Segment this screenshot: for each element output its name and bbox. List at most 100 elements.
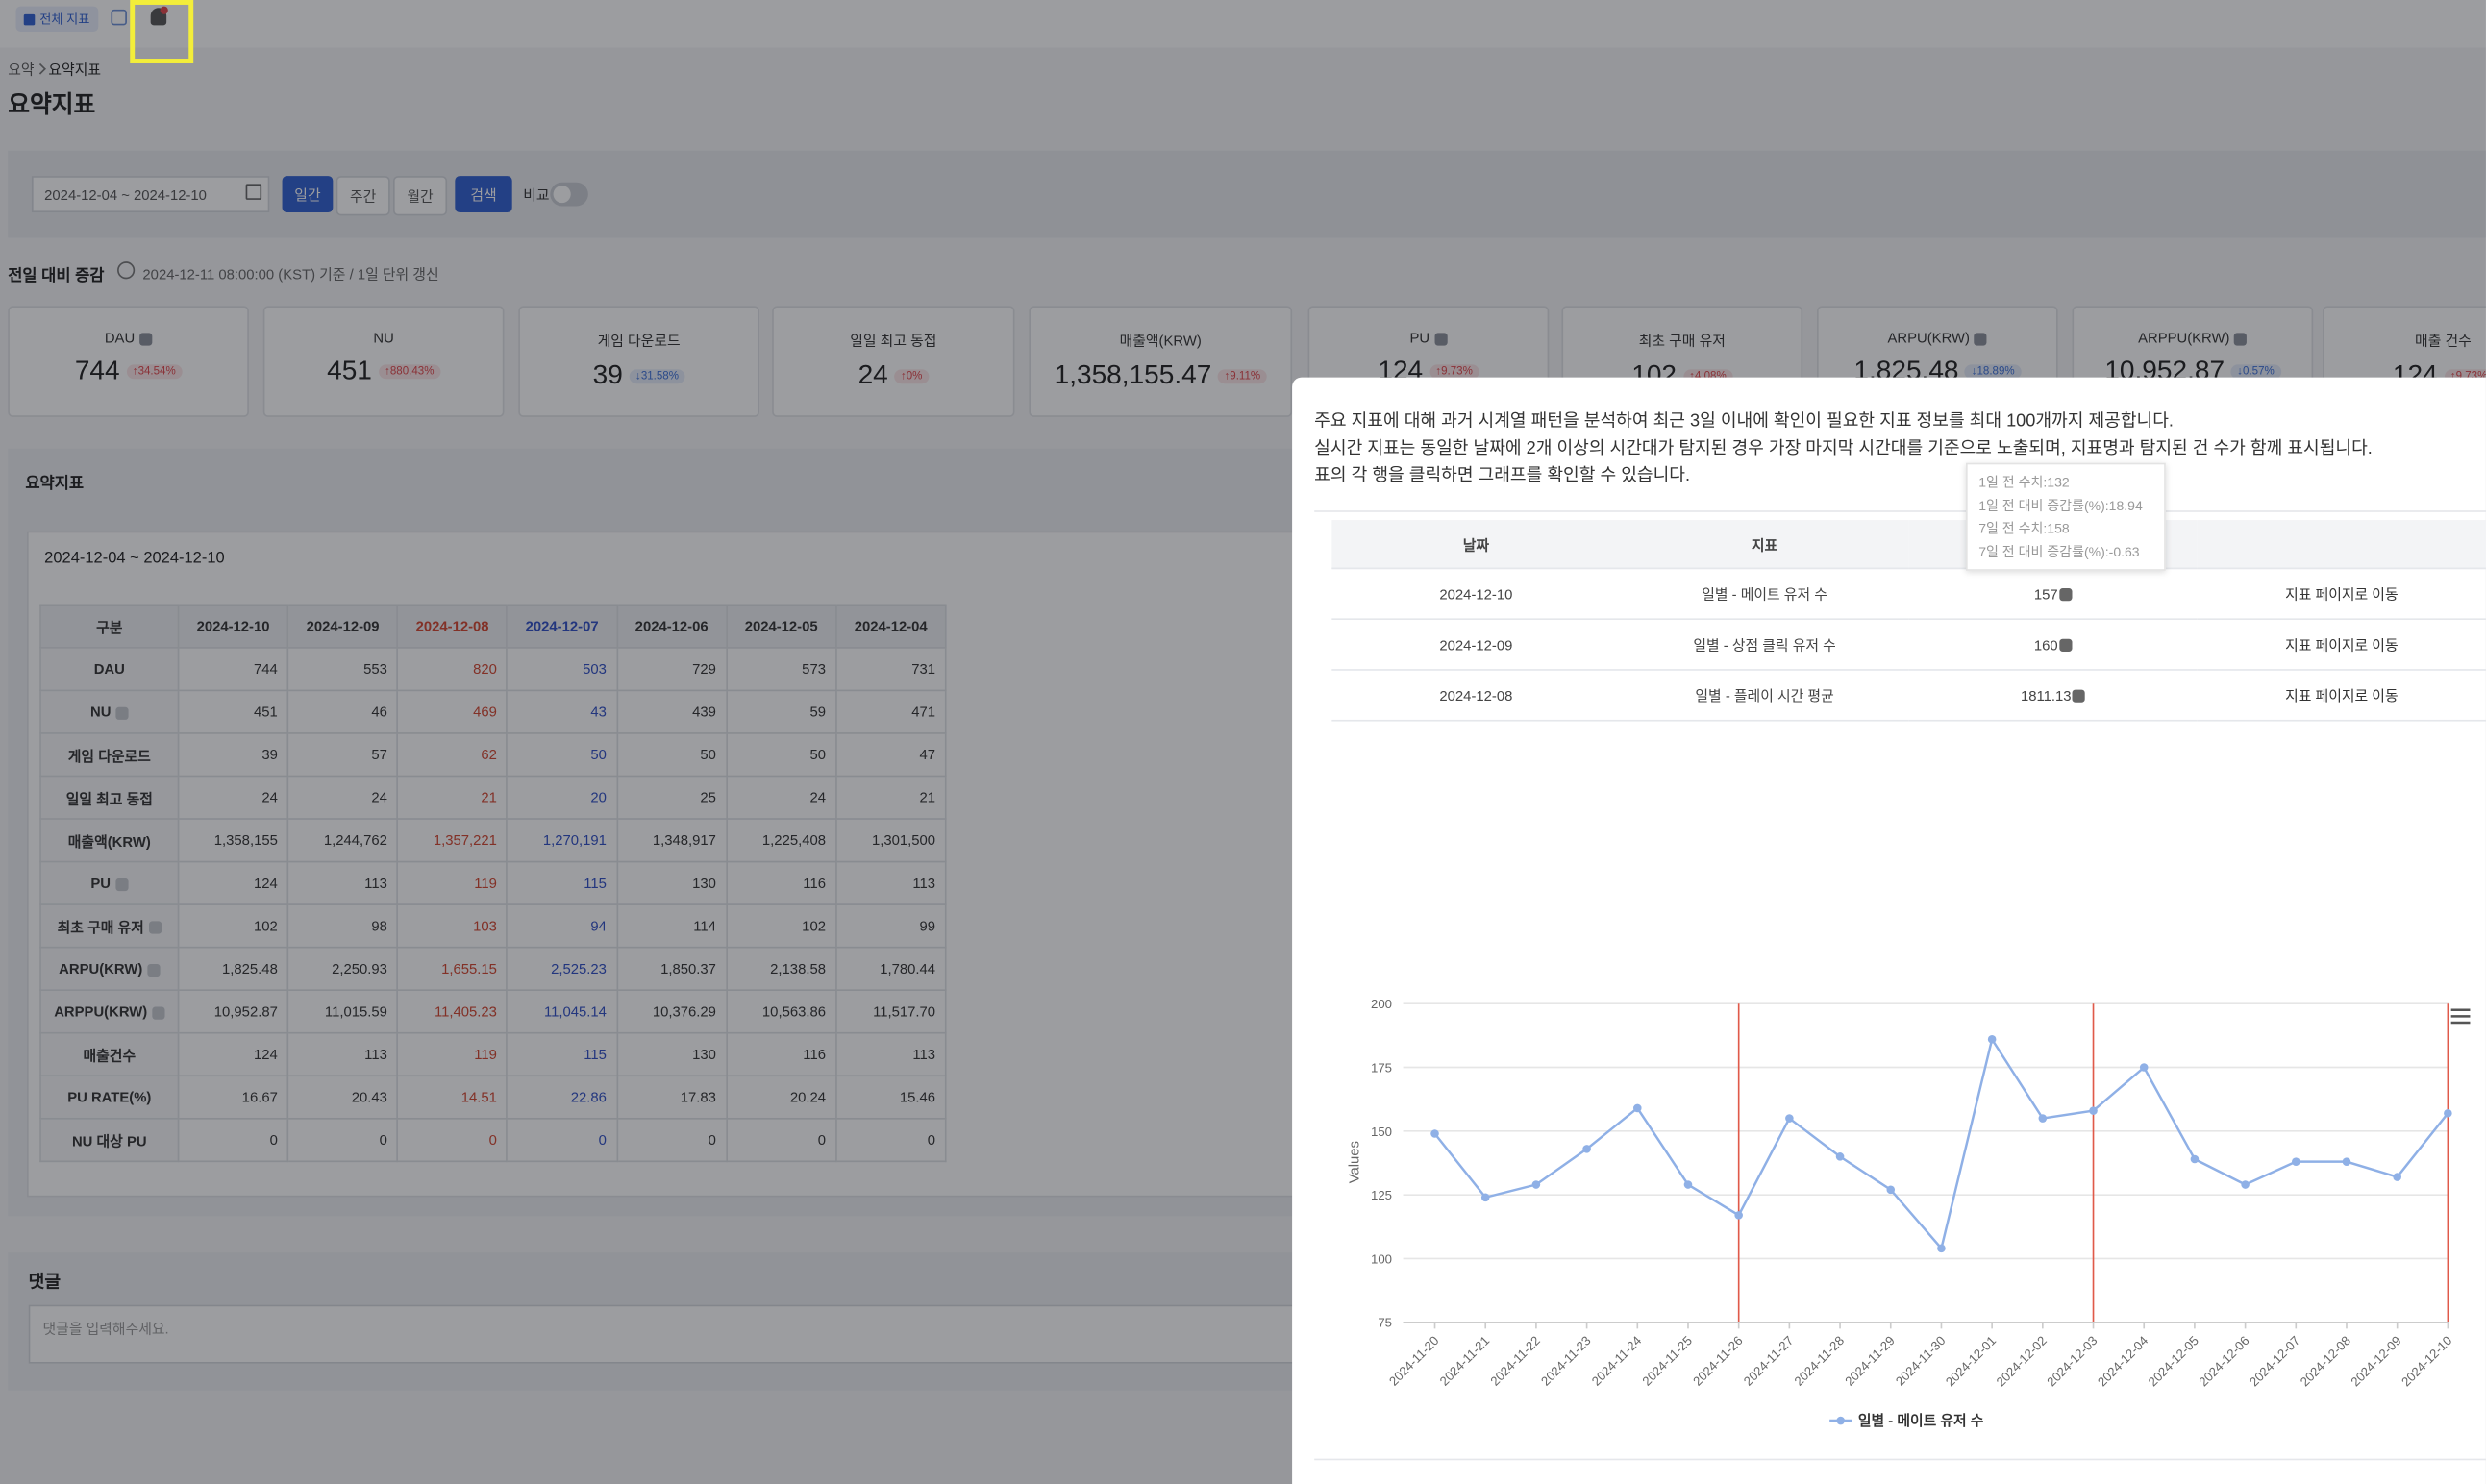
table-cell: 50 (725, 732, 837, 778)
pin-icon[interactable] (111, 9, 127, 26)
row-label: 매출건수 (39, 1031, 180, 1077)
table-cell: 16.67 (177, 1075, 289, 1120)
kpi-value-row: 39 ↓31.58% (520, 359, 758, 391)
kpi-card: 매출액(KRW) 1,358,155.47 ↑9.11% (1029, 306, 1293, 417)
row-label-text: PU RATE(%) (67, 1089, 152, 1105)
breadcrumb-item[interactable]: 요약지표 (48, 62, 102, 78)
date-cell: 2024-12-08 (1331, 669, 1621, 722)
x-tick-label: 2024-12-07 (2247, 1333, 2302, 1389)
breadcrumb-item[interactable]: 요약 (8, 62, 35, 78)
kpi-change: ↓31.58% (629, 369, 685, 384)
data-point (1734, 1211, 1743, 1220)
tab[interactable]: 전체 지표 (15, 6, 98, 32)
table-cell: 471 (834, 689, 947, 734)
summary-title: 요약지표 (25, 475, 85, 494)
date-cell: 2024-12-09 (1331, 619, 1621, 671)
x-tick-label: 2024-11-23 (1538, 1333, 1594, 1389)
period-button[interactable]: 월간 (393, 176, 448, 216)
help-icon (2059, 638, 2073, 653)
table-row: 최초 구매 유저 102 98 103 94 114 102 99 (39, 903, 947, 949)
data-point (1582, 1145, 1591, 1153)
row-label-text: 최초 구매 유저 (57, 918, 144, 935)
table-cell: 2,138.58 (725, 946, 837, 991)
table-cell: 98 (286, 903, 399, 949)
metric-cell: 일별 - 플레이 시간 평균 (1620, 669, 1909, 722)
period-button[interactable]: 일간 (282, 176, 334, 213)
value-text: 157 (2033, 585, 2058, 603)
period-button[interactable]: 주간 (336, 176, 390, 216)
search-button[interactable]: 검색 (455, 176, 512, 213)
kpi-value: 24 (858, 359, 888, 390)
row-label-text: DAU (93, 660, 125, 678)
header-cell: 구분 (39, 604, 180, 649)
header-cell: 지표 (1620, 520, 1909, 570)
table-row[interactable]: 2024-12-09 일별 - 상점 클릭 유저 수 160 지표 페이지로 이동 (1331, 619, 2486, 671)
data-point (1937, 1244, 1946, 1253)
table-cell: 0 (506, 1117, 618, 1163)
kpi-label: 매출 건수 (2324, 330, 2486, 350)
kpi-change: ↑0% (894, 369, 930, 384)
x-tick-label: 2024-11-25 (1639, 1333, 1695, 1389)
clock-icon (117, 261, 136, 280)
table-cell: 24 (286, 775, 399, 820)
help-icon (152, 1005, 165, 1020)
help-icon (148, 921, 162, 934)
value-cell: 160 (1908, 619, 2198, 671)
link-cell[interactable]: 지표 페이지로 이동 (2197, 669, 2486, 722)
x-tick-label: 2024-12-04 (2095, 1333, 2150, 1389)
x-tick-label: 2024-12-01 (1943, 1333, 1999, 1389)
table-cell: 24 (177, 775, 289, 820)
date-cell: 2024-12-10 (1331, 568, 1621, 620)
table-row: 일일 최고 동접 24 24 21 20 25 24 21 (39, 775, 947, 820)
kpi-label-text: 매출 건수 (2415, 333, 2472, 349)
summary-period: 2024-12-04 ~ 2024-12-10 (44, 550, 225, 568)
table-cell: 116 (725, 860, 837, 905)
data-point (2241, 1180, 2250, 1189)
link-cell[interactable]: 지표 페이지로 이동 (2197, 619, 2486, 671)
table-cell: 119 (396, 1031, 509, 1077)
help-icon (2234, 332, 2248, 345)
kpi-card: NU 451 ↑880.43% (262, 306, 505, 417)
y-tick-label: 175 (1371, 1060, 1392, 1075)
kpi-label: 최초 구매 유저 (1563, 330, 1801, 350)
table-cell: 0 (834, 1117, 947, 1163)
divider (1314, 510, 2486, 512)
table-cell: 124 (177, 1031, 289, 1077)
kpi-label: ARPU(KRW) (1819, 330, 2056, 346)
table-row: NU 451 46 469 43 439 59 471 (39, 689, 947, 734)
table-cell: 11,405.23 (396, 989, 509, 1034)
table-cell: 0 (396, 1117, 509, 1163)
x-tick-label: 2024-12-03 (2044, 1333, 2100, 1389)
table-cell: 15.46 (834, 1075, 947, 1120)
highlight-box (130, 0, 194, 63)
data-point (2292, 1157, 2300, 1166)
x-tick-label: 2024-12-02 (1994, 1333, 2050, 1389)
kpi-change: ↑9.73% (1429, 364, 1479, 380)
data-point (1683, 1180, 1693, 1189)
kpi-label-text: 게임 다운로드 (597, 333, 681, 349)
table-row[interactable]: 2024-12-10 일별 - 메이트 유저 수 157 지표 페이지로 이동 (1331, 568, 2486, 620)
table-cell: 102 (725, 903, 837, 949)
chart-menu[interactable] (2450, 1008, 2471, 1025)
table-cell: 11,045.14 (506, 989, 618, 1034)
x-tick-label: 2024-12-06 (2196, 1333, 2251, 1389)
table-row[interactable]: 2024-12-08 일별 - 플레이 시간 평균 1811.13 지표 페이지로 이… (1331, 669, 2486, 722)
table-row: ARPPU(KRW) 10,952.87 11,015.59 11,405.23 11,… (39, 989, 947, 1034)
tab-bar: 전체 지표 (15, 6, 98, 32)
kpi-value: 451 (327, 355, 372, 385)
comment-input[interactable]: 댓글을 입력해주세요. (28, 1304, 1296, 1364)
date-input[interactable]: 2024-12-04 ~ 2024-12-10 (31, 176, 270, 213)
data-point (1835, 1152, 1845, 1161)
link-cell[interactable]: 지표 페이지로 이동 (2197, 568, 2486, 620)
data-point (2393, 1173, 2401, 1181)
kpi-label-text: DAU (104, 330, 136, 346)
update-info: 2024-12-11 08:00:00 (KST) 기준 / 1일 단위 갱신 (142, 266, 439, 283)
toolbar (0, 0, 2486, 48)
x-tick-label: 2024-11-24 (1589, 1333, 1645, 1389)
kpi-change: ↑880.43% (378, 364, 441, 380)
table-cell: 0 (725, 1117, 837, 1163)
x-tick-label: 2024-11-28 (1792, 1333, 1848, 1389)
data-point (2342, 1157, 2351, 1166)
bell-badge (160, 6, 168, 14)
toggle-knob (553, 186, 571, 204)
